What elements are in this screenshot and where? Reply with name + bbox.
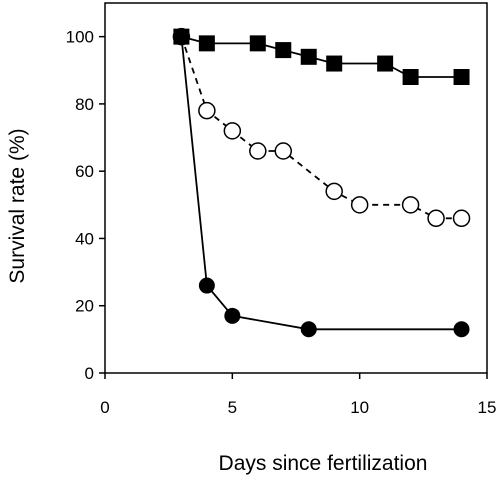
series-2-point [223, 122, 242, 140]
series-2-point [249, 142, 267, 160]
series-2-line [180, 36, 462, 220]
x-tick-label: 15 [478, 398, 497, 417]
x-axis-title: Days since fertilization [219, 452, 428, 475]
y-tick-label: 0 [85, 364, 94, 383]
plot-frame [104, 2, 488, 374]
y-tick-label: 80 [75, 95, 94, 114]
series-1-point [275, 42, 292, 59]
x-axis-ticks: 0 5 10 15 [100, 373, 496, 417]
series-1-point [300, 48, 317, 65]
series-1-point [249, 35, 266, 52]
plot-border [104, 2, 488, 374]
series-3-line [180, 36, 462, 331]
series-3-point [173, 28, 190, 45]
x-tick-label: 0 [100, 398, 109, 417]
y-axis-title: Survival rate (%) [6, 128, 29, 283]
series-2-point [325, 182, 343, 201]
series-1-point [377, 55, 394, 72]
x-tick-label: 5 [228, 398, 237, 417]
series-1-point [453, 69, 470, 85]
series-1-point [402, 69, 419, 85]
series-2-point [401, 196, 420, 214]
y-tick-label: 60 [75, 162, 94, 181]
series-2-point [274, 142, 293, 160]
series-3-point [224, 307, 241, 324]
y-tick-label: 100 [66, 28, 94, 47]
series-layer [172, 27, 471, 338]
y-axis-ticks: 0 20 40 60 80 100 [66, 28, 105, 383]
series-1-point [198, 35, 215, 52]
series-3-point [198, 277, 215, 294]
series-2-point [427, 209, 445, 228]
series-2-point [452, 209, 471, 228]
y-tick-label: 20 [75, 297, 94, 316]
series-3-point [300, 321, 317, 338]
series-2-point [350, 196, 369, 214]
series-1-line [181, 35, 462, 78]
series-1-point [326, 55, 343, 72]
series-2-point [198, 101, 216, 120]
x-tick-label: 10 [350, 398, 369, 417]
y-tick-label: 40 [75, 229, 94, 248]
series-3-point [453, 321, 470, 338]
